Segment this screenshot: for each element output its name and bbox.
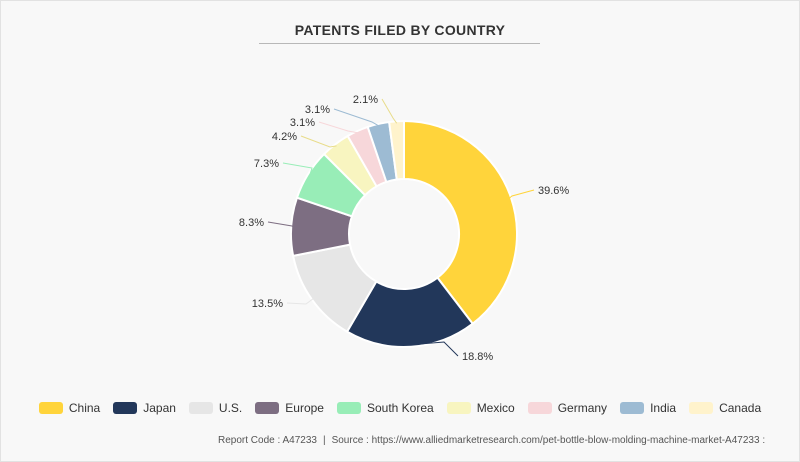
slice-china[interactable] bbox=[403, 119, 518, 326]
source-text: Source : https://www.alliedmarketresearc… bbox=[331, 435, 766, 446]
leader-line bbox=[333, 108, 380, 127]
legend-swatch bbox=[527, 402, 552, 414]
legend-item[interactable]: Japan bbox=[113, 401, 176, 415]
slice-canada[interactable] bbox=[388, 119, 405, 181]
data-label: 39.6% bbox=[538, 185, 569, 197]
legend-swatch bbox=[255, 402, 280, 414]
legend-item[interactable]: South Korea bbox=[336, 401, 434, 415]
leader-line bbox=[282, 162, 313, 176]
leader-line bbox=[267, 221, 294, 228]
legend-item[interactable]: U.S. bbox=[188, 401, 243, 415]
legend-label: Canada bbox=[719, 401, 762, 415]
source-footer: Report Code : A47233 | Source : https://ww… bbox=[218, 435, 765, 446]
legend-item[interactable]: India bbox=[620, 401, 676, 415]
legend-swatch bbox=[188, 402, 213, 414]
legend-label: U.S. bbox=[218, 401, 243, 415]
slice-japan[interactable] bbox=[345, 276, 475, 348]
leader-line bbox=[300, 135, 337, 148]
chart-title: PATENTS FILED BY COUNTRY bbox=[294, 22, 506, 38]
legend-item[interactable]: Germany bbox=[527, 401, 608, 415]
legend-label: China bbox=[68, 401, 101, 415]
legend-swatch bbox=[38, 402, 63, 414]
legend-label: Mexico bbox=[476, 401, 515, 415]
data-label: 13.5% bbox=[252, 298, 283, 310]
legend-swatch bbox=[446, 402, 471, 414]
legend-swatch bbox=[689, 402, 714, 414]
donut-chart: 39.6% 18.8% 13.5% 8.3% 7.3% 4.2% 3.1%3.1% 2.1% bbox=[239, 94, 569, 363]
legend-label: Europe bbox=[285, 401, 324, 415]
leader-line bbox=[508, 189, 535, 199]
legend-item[interactable]: China bbox=[38, 401, 101, 415]
legend-label: Germany bbox=[557, 401, 608, 415]
legend-label: South Korea bbox=[366, 401, 434, 415]
report-code: Report Code : A47233 bbox=[218, 435, 317, 446]
leader-line bbox=[318, 121, 359, 134]
data-label: 2.1% bbox=[353, 94, 378, 106]
footer-separator: | bbox=[322, 435, 326, 446]
legend-item[interactable]: Mexico bbox=[446, 401, 515, 415]
data-label: 3.1% bbox=[305, 104, 330, 116]
chart-legend: China Japan U.S. Europe South Korea Mexico Ger… bbox=[0, 401, 800, 415]
legend-item[interactable]: Europe bbox=[255, 401, 324, 415]
legend-item[interactable]: Canada bbox=[689, 401, 761, 415]
legend-label: Japan bbox=[143, 401, 176, 415]
legend-label: India bbox=[650, 401, 677, 415]
leader-line bbox=[381, 98, 398, 124]
data-label: 4.2% bbox=[272, 131, 297, 143]
data-label: 3.1% bbox=[290, 117, 315, 129]
data-label: 18.8% bbox=[462, 351, 493, 363]
title-underline bbox=[259, 43, 540, 44]
legend-swatch bbox=[336, 402, 361, 414]
leader-line bbox=[286, 297, 314, 305]
legend-swatch bbox=[620, 402, 645, 414]
legend-swatch bbox=[113, 402, 138, 414]
leader-line bbox=[410, 341, 459, 357]
data-label: 7.3% bbox=[254, 158, 279, 170]
data-label: 8.3% bbox=[239, 217, 264, 229]
